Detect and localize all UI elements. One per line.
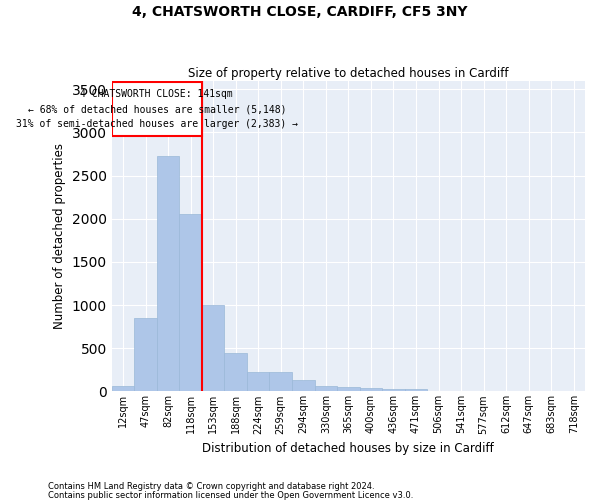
Bar	[224, 352, 247, 392]
Text: ← 68% of detached houses are smaller (5,148): ← 68% of detached houses are smaller (5,…	[28, 104, 286, 114]
X-axis label: Distribution of detached houses by size in Cardiff: Distribution of detached houses by size …	[202, 442, 494, 455]
Bar	[382, 389, 405, 392]
Bar	[314, 386, 337, 392]
Bar	[247, 372, 269, 392]
Text: 31% of semi-detached houses are larger (2,383) →: 31% of semi-detached houses are larger (…	[16, 119, 298, 129]
Bar	[179, 214, 202, 392]
Text: Contains public sector information licensed under the Open Government Licence v3: Contains public sector information licen…	[48, 490, 413, 500]
Bar	[202, 304, 224, 392]
Bar	[292, 380, 314, 392]
FancyBboxPatch shape	[112, 82, 202, 136]
Text: 4, CHATSWORTH CLOSE, CARDIFF, CF5 3NY: 4, CHATSWORTH CLOSE, CARDIFF, CF5 3NY	[132, 5, 468, 19]
Bar	[112, 386, 134, 392]
Title: Size of property relative to detached houses in Cardiff: Size of property relative to detached ho…	[188, 66, 509, 80]
Bar	[405, 390, 427, 392]
Text: Contains HM Land Registry data © Crown copyright and database right 2024.: Contains HM Land Registry data © Crown c…	[48, 482, 374, 491]
Bar	[450, 390, 472, 392]
Y-axis label: Number of detached properties: Number of detached properties	[53, 143, 66, 329]
Bar	[359, 388, 382, 392]
Bar	[269, 372, 292, 392]
Bar	[337, 387, 359, 392]
Bar	[427, 390, 450, 392]
Bar	[157, 156, 179, 392]
Text: 4 CHATSWORTH CLOSE: 141sqm: 4 CHATSWORTH CLOSE: 141sqm	[80, 89, 233, 99]
Bar	[134, 318, 157, 392]
